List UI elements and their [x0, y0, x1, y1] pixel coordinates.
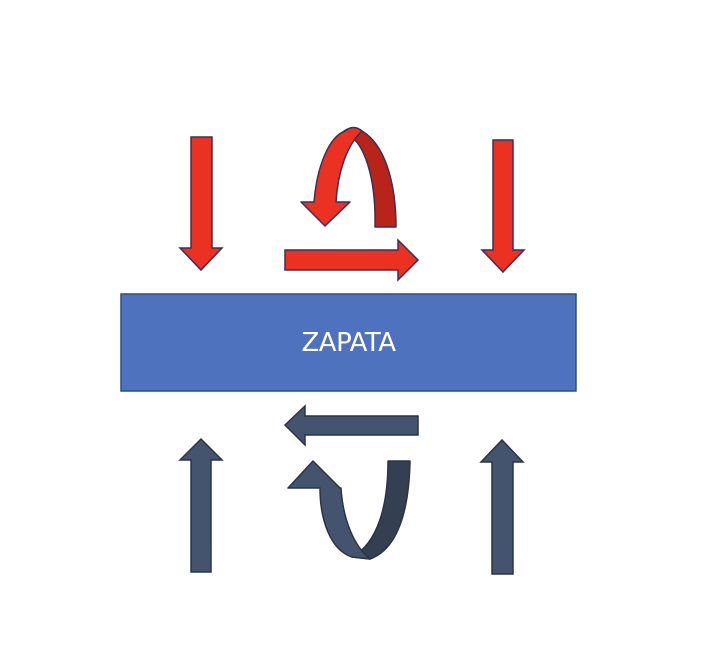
up-arrow-icon: [178, 437, 224, 573]
left-arrow-icon: [283, 404, 419, 447]
right-arrow-icon: [284, 238, 420, 282]
curved-arrow-icon: [287, 460, 411, 560]
down-arrow-icon: [480, 139, 526, 274]
zapata-block: [120, 293, 577, 392]
curved-arrow-icon: [300, 126, 397, 228]
down-arrow-icon: [178, 136, 224, 272]
up-arrow-icon: [479, 438, 525, 575]
